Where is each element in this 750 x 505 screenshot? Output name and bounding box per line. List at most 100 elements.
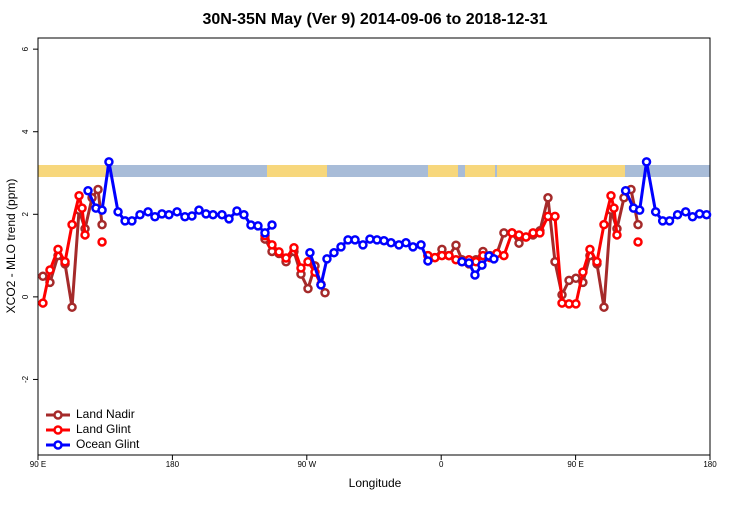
- data-point: [77, 203, 87, 213]
- data-point: [680, 207, 691, 217]
- x-tick-label: 90 E: [30, 460, 46, 469]
- data-point: [499, 250, 509, 261]
- legend-label: Land Glint: [76, 422, 131, 436]
- data-point: [45, 265, 55, 275]
- data-point: [320, 287, 330, 298]
- data-point: [672, 209, 683, 220]
- x-tick-label: 180: [703, 460, 717, 469]
- data-point: [303, 283, 313, 294]
- data-point: [303, 257, 313, 267]
- data-point: [289, 242, 299, 253]
- data-point: [514, 238, 524, 248]
- data-point: [296, 263, 306, 273]
- data-point: [127, 216, 137, 226]
- data-point: [172, 207, 182, 217]
- data-point: [423, 256, 433, 266]
- data-point: [74, 190, 84, 201]
- data-point: [535, 228, 545, 238]
- plot-frame: [37, 37, 711, 456]
- data-point: [232, 206, 242, 216]
- data-point: [113, 207, 123, 217]
- data-point: [550, 211, 560, 222]
- legend-marker: [53, 410, 63, 420]
- data-point: [164, 209, 174, 220]
- data-point: [239, 209, 249, 220]
- data-point: [80, 230, 90, 240]
- y-tick-label: 4: [21, 129, 30, 134]
- data-point: [38, 271, 48, 281]
- data-point: [612, 230, 622, 240]
- land-strip: [267, 165, 327, 177]
- data-point: [97, 237, 107, 247]
- chart-title: 30N-35N May (Ver 9) 2014-09-06 to 2018-1…: [202, 11, 547, 28]
- data-point: [97, 205, 107, 215]
- data-point: [609, 203, 619, 213]
- data-point: [135, 209, 145, 220]
- data-point: [521, 232, 531, 242]
- data-point: [267, 220, 277, 230]
- data-point: [701, 209, 712, 220]
- data-point: [187, 211, 197, 221]
- data-point: [641, 157, 652, 167]
- data-point: [329, 247, 339, 258]
- legend-marker: [53, 425, 63, 435]
- y-tick-label: 0: [21, 294, 30, 299]
- data-point: [316, 280, 326, 290]
- x-axis-label: Longitude: [349, 476, 402, 490]
- land-strip: [38, 165, 106, 177]
- x-tick-label: 90 W: [297, 460, 316, 469]
- data-point: [633, 237, 643, 247]
- land-strip: [497, 165, 625, 177]
- data-point: [336, 242, 346, 252]
- data-point: [104, 157, 114, 167]
- data-point: [489, 254, 499, 264]
- x-tick-label: 0: [439, 460, 444, 469]
- data-point: [634, 205, 645, 215]
- land-strip: [465, 165, 495, 177]
- land-strip: [428, 165, 458, 177]
- data-point: [571, 299, 581, 309]
- data-point: [599, 219, 609, 230]
- y-tick-label: -2: [21, 375, 30, 383]
- data-point: [416, 240, 426, 250]
- data-point: [592, 257, 602, 267]
- legend-label: Land Nadir: [76, 407, 135, 421]
- data-point: [53, 244, 63, 255]
- data-point: [274, 247, 284, 257]
- data-point: [477, 260, 487, 270]
- data-point: [97, 219, 107, 230]
- data-point: [606, 190, 616, 201]
- data-point: [305, 247, 315, 258]
- data-point: [267, 240, 277, 250]
- data-point: [67, 302, 77, 312]
- data-point: [650, 207, 661, 217]
- data-point: [217, 209, 227, 220]
- data-point: [143, 207, 153, 217]
- data-point: [451, 240, 461, 251]
- data-point: [224, 214, 234, 224]
- data-point: [358, 240, 368, 250]
- data-point: [633, 219, 643, 230]
- data-point: [599, 302, 609, 312]
- data-point: [664, 216, 675, 226]
- data-point: [386, 238, 396, 248]
- data-point: [38, 298, 48, 308]
- data-point: [281, 253, 291, 263]
- data-point: [571, 273, 581, 284]
- data-point: [60, 257, 70, 267]
- legend-marker: [53, 440, 63, 450]
- data-point: [499, 228, 509, 238]
- data-point: [401, 238, 411, 248]
- data-point: [322, 254, 332, 264]
- data-point: [444, 250, 454, 261]
- data-point: [470, 270, 480, 280]
- data-point: [208, 209, 218, 220]
- y-tick-label: 2: [21, 212, 30, 217]
- legend-label: Ocean Glint: [76, 437, 140, 451]
- land-ocean-strip: [38, 165, 710, 177]
- x-tick-label: 180: [166, 460, 180, 469]
- data-point: [464, 258, 474, 268]
- data-point: [93, 184, 103, 195]
